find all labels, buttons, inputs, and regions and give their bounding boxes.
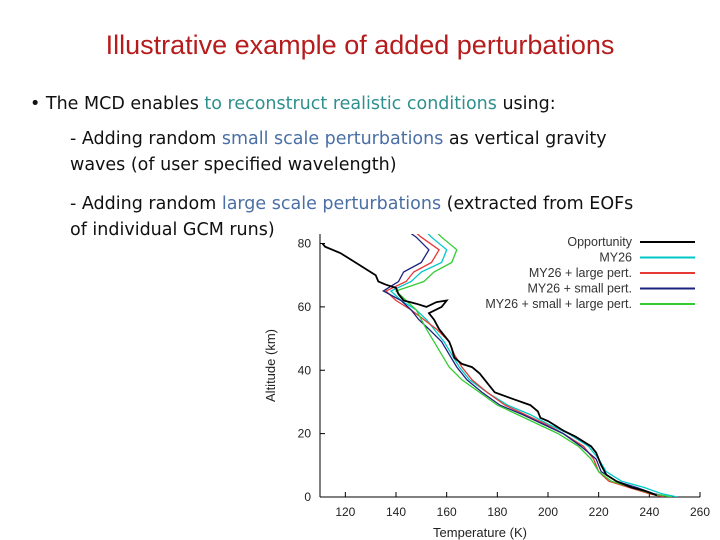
series-line-my26-small-pert- xyxy=(382,234,670,497)
series-line-opportunity xyxy=(321,242,658,497)
x-tick-label: 160 xyxy=(437,505,457,519)
legend-label: MY26 + small + large pert. xyxy=(485,297,632,311)
series-line-my26-small-large-pert- xyxy=(394,234,673,497)
x-tick-label: 260 xyxy=(690,505,710,519)
y-axis-label: Altitude (km) xyxy=(263,329,278,402)
x-tick-label: 140 xyxy=(386,505,406,519)
item2-line1: - Adding random large scale perturbation… xyxy=(70,192,633,216)
bullet-marker: • xyxy=(30,94,41,114)
item2-line2: of individual GCM runs) xyxy=(70,220,275,240)
legend-label: MY26 xyxy=(599,251,632,265)
series-line-my26 xyxy=(389,234,678,497)
x-tick-label: 200 xyxy=(538,505,558,519)
x-tick-label: 240 xyxy=(639,505,659,519)
y-tick-label: 20 xyxy=(298,427,312,441)
legend-label: MY26 + large pert. xyxy=(529,266,632,280)
item2-highlight: large scale perturbations xyxy=(221,194,442,214)
legend-label: MY26 + small pert. xyxy=(527,282,632,296)
item2-post: (extracted from EOFs xyxy=(441,194,634,214)
y-tick-label: 40 xyxy=(298,363,312,377)
x-tick-label: 120 xyxy=(335,505,355,519)
x-tick-label: 220 xyxy=(589,505,609,519)
x-tick-label: 180 xyxy=(487,505,507,519)
y-tick-label: 80 xyxy=(298,237,312,251)
item1-pre: - Adding random xyxy=(70,129,222,149)
bullet-line: • The MCD enables to reconstruct realist… xyxy=(30,92,556,116)
item2-pre: - Adding random xyxy=(70,194,222,214)
bullet-text-pre: The MCD enables xyxy=(45,94,205,114)
x-axis-label: Temperature (K) xyxy=(433,525,527,540)
item1-line2: waves (of user specified wavelength) xyxy=(70,155,397,175)
bullet-highlight: to reconstruct realistic conditions xyxy=(204,94,497,114)
bullet-text-post: using: xyxy=(496,94,556,114)
item1-line1: - Adding random small scale perturbation… xyxy=(70,127,607,151)
y-tick-label: 0 xyxy=(304,490,311,504)
item1-highlight: small scale perturbations xyxy=(221,129,444,149)
slide-title: Illustrative example of added perturbati… xyxy=(105,30,615,60)
temperature-profile-chart: 120 140 160 180 200 220 240 260 0 20 40 60 80 Tempera… xyxy=(263,234,710,540)
y-tick-label: 60 xyxy=(298,300,312,314)
series-line-my26-large-pert- xyxy=(384,234,665,497)
item1-post: as vertical gravity xyxy=(443,129,607,149)
legend-label: Opportunity xyxy=(567,235,632,249)
